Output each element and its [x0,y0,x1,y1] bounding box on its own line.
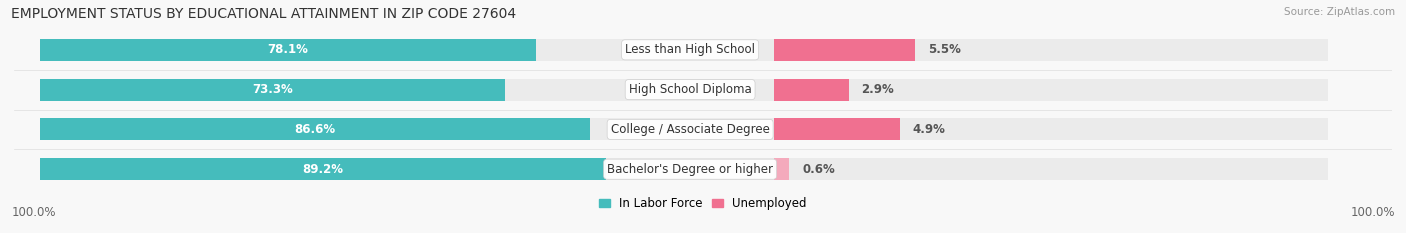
Text: High School Diploma: High School Diploma [628,83,751,96]
Bar [39,79,505,101]
Bar [773,158,789,180]
Text: 100.0%: 100.0% [11,206,56,219]
Bar [39,158,606,180]
Text: Less than High School: Less than High School [626,43,755,56]
Bar [39,39,1327,61]
Text: 5.5%: 5.5% [928,43,962,56]
Legend: In Labor Force, Unemployed: In Labor Force, Unemployed [595,192,811,215]
Bar [773,118,900,140]
Text: 4.9%: 4.9% [912,123,946,136]
Text: 86.6%: 86.6% [294,123,336,136]
Text: 0.6%: 0.6% [803,163,835,176]
Text: 100.0%: 100.0% [1350,206,1395,219]
Bar [39,79,1327,101]
Text: 89.2%: 89.2% [302,163,343,176]
Bar [773,79,848,101]
Text: 78.1%: 78.1% [267,43,308,56]
Text: Bachelor's Degree or higher: Bachelor's Degree or higher [607,163,773,176]
Text: 2.9%: 2.9% [862,83,894,96]
Bar [39,118,1327,140]
Text: 73.3%: 73.3% [252,83,292,96]
Text: Source: ZipAtlas.com: Source: ZipAtlas.com [1284,7,1395,17]
Bar [773,39,915,61]
Text: EMPLOYMENT STATUS BY EDUCATIONAL ATTAINMENT IN ZIP CODE 27604: EMPLOYMENT STATUS BY EDUCATIONAL ATTAINM… [11,7,516,21]
Bar [39,39,536,61]
Bar [39,118,591,140]
Text: College / Associate Degree: College / Associate Degree [610,123,769,136]
Bar [39,158,1327,180]
